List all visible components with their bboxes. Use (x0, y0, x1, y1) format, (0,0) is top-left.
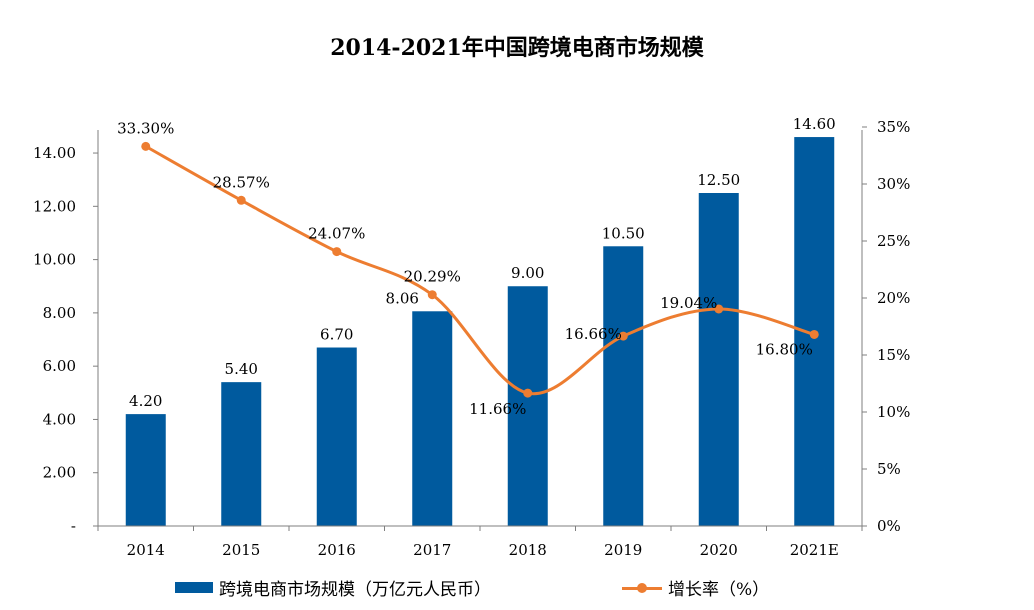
growth-value-label: 19.04% (660, 294, 717, 312)
y-left-tick-label: 2.00 (43, 464, 76, 482)
legend-item-scale: 跨境电商市场规模（万亿元人民币） (175, 575, 491, 600)
bar (412, 311, 453, 526)
legend-bar-swatch (175, 582, 213, 593)
x-tick-label: 2016 (318, 541, 356, 559)
y-left-tick-label: 6.00 (43, 357, 76, 375)
growth-point (523, 388, 533, 398)
growth-point (427, 290, 437, 300)
growth-value-label: 11.66% (469, 400, 526, 418)
y-right-tick-label: 25% (877, 232, 910, 250)
growth-point (714, 304, 724, 314)
bar (698, 193, 739, 526)
y-right-tick-label: 20% (877, 289, 910, 307)
growth-value-label: 20.29% (404, 268, 461, 286)
y-left-tick-label: - (71, 517, 76, 535)
bar-value-label: 5.40 (225, 360, 258, 378)
bar (221, 382, 262, 526)
growth-line (145, 145, 815, 396)
chart-title: 2014-2021年中国跨境电商市场规模 (330, 35, 704, 61)
x-tick-label: 2019 (604, 541, 642, 559)
data-labels-layer: 4.20 5.40 6.70 8.06 9.00 10.50 12.50 14.60 33.30… (117, 115, 836, 418)
growth-point (332, 247, 342, 257)
bar-value-label: 12.50 (697, 171, 740, 189)
legend-label-growth: 增长率（%） (668, 580, 770, 600)
growth-point (236, 195, 246, 205)
x-tick-label: 2014 (127, 541, 165, 559)
bar-value-label: 10.50 (602, 224, 645, 242)
x-tick-label: 2018 (509, 541, 547, 559)
growth-value-label: 24.07% (308, 225, 365, 243)
growth-point (618, 331, 628, 341)
x-tick-label: 2017 (413, 541, 451, 559)
y-left-tick-label: 4.00 (43, 410, 76, 428)
x-tick-label: 2020 (700, 541, 738, 559)
y-right-tick-label: 10% (877, 403, 910, 421)
growth-line-layer (141, 141, 819, 398)
growth-point (141, 141, 151, 151)
bar-value-label: 4.20 (129, 392, 162, 410)
bar (507, 286, 548, 526)
bar (603, 246, 644, 526)
x-tick-label: 2021E (790, 541, 839, 559)
y-left-tick-label: 10.00 (33, 251, 76, 269)
bar-value-label: 6.70 (320, 326, 353, 344)
y-right-tick-label: 35% (877, 118, 910, 136)
y-left-tick-label: 14.00 (33, 144, 76, 162)
x-tick-label: 2015 (222, 541, 260, 559)
y-left-tick-label: 8.00 (43, 304, 76, 322)
growth-value-label: 33.30% (117, 119, 174, 137)
legend-label-scale: 跨境电商市场规模（万亿元人民币） (219, 580, 491, 600)
legend-item-growth: 增长率（%） (622, 575, 769, 600)
y-right-tick-label: 30% (877, 175, 910, 193)
growth-point (809, 329, 819, 339)
y-right-tick-label: 0% (877, 517, 901, 535)
bar-value-label: 8.06 (386, 289, 419, 307)
y-right-tick-label: 5% (877, 460, 901, 478)
y-right-tick-label: 15% (877, 346, 910, 364)
bar-value-label: 14.60 (793, 115, 836, 133)
legend-line-swatch (622, 582, 662, 594)
bar-value-label: 9.00 (511, 264, 544, 282)
axes-layer: - 2.00 4.00 6.00 8.00 10.00 12.00 14.00 0% 5% 10% 1… (33, 118, 910, 559)
growth-value-label: 28.57% (213, 173, 270, 191)
bar (125, 414, 166, 526)
growth-value-label: 16.66% (565, 325, 622, 343)
bar (316, 347, 357, 526)
growth-value-label: 16.80% (756, 340, 813, 358)
y-left-tick-label: 12.00 (33, 197, 76, 215)
